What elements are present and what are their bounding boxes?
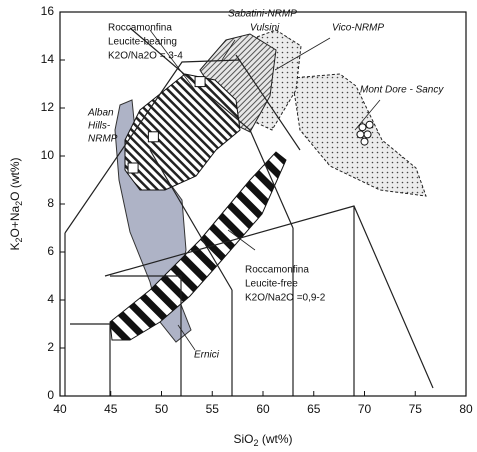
- annotation: Leucite-free: [245, 279, 298, 290]
- x-tick-label: 60: [256, 402, 270, 416]
- point: [147, 131, 159, 143]
- label-part: 2: [14, 201, 24, 206]
- leader: [221, 39, 236, 61]
- point: [360, 137, 369, 146]
- leader: [149, 29, 196, 91]
- leader: [274, 37, 331, 71]
- x-axis-label: SiO2 (wt%): [233, 432, 292, 448]
- leader: [177, 324, 196, 351]
- annotation: Roccamonfina: [245, 265, 309, 276]
- annotation: Vulsini: [250, 23, 280, 34]
- point: [356, 130, 365, 139]
- annotation: Leucite-bearing: [108, 37, 177, 48]
- y-tick-label: 2: [47, 340, 54, 354]
- label-part: O+Na: [8, 206, 22, 238]
- y-tick-label: 4: [47, 292, 54, 306]
- point: [365, 120, 374, 129]
- y-tick-label: 14: [41, 52, 55, 66]
- point: [358, 123, 367, 132]
- annotation: Hills-: [88, 121, 111, 132]
- x-tick-label: 45: [104, 402, 118, 416]
- x-tick-label: 80: [459, 402, 473, 416]
- annotation: Vico-NRMP: [332, 23, 384, 34]
- x-tick-label: 40: [53, 402, 67, 416]
- x-tick-label: 70: [358, 402, 372, 416]
- tas-lines: [64, 27, 434, 396]
- x-tick-label: 65: [307, 402, 321, 416]
- annotation: K2O/Na2O = 3-4: [108, 51, 183, 62]
- annotation: Roccamonfina: [108, 23, 172, 34]
- y-tick-label: 8: [47, 196, 54, 210]
- label-part: 2: [254, 438, 259, 448]
- annotation: Ernici: [194, 350, 220, 361]
- annotation: Sabatini-NRMP: [228, 9, 297, 20]
- x-tick-label: 50: [155, 402, 169, 416]
- annotation: Mont Dore - Sancy: [360, 85, 444, 96]
- annotation: Alban: [87, 108, 114, 119]
- x-tick-label: 75: [409, 402, 423, 416]
- y-tick-label: 16: [41, 4, 55, 18]
- y-tick-label: 6: [47, 244, 54, 258]
- label-part: 2: [14, 238, 24, 243]
- leucite-bearing-field: [124, 73, 241, 191]
- point: [363, 130, 372, 139]
- leucite-free-field: [109, 151, 287, 341]
- annotation: NRMP: [88, 134, 118, 145]
- label-part: O (wt%): [8, 157, 22, 200]
- annotation: K2O/Na2O =0,9-2: [245, 293, 326, 304]
- leaders: [149, 29, 381, 351]
- point: [194, 76, 206, 88]
- leader: [227, 229, 256, 251]
- tas-boundary: [64, 27, 434, 396]
- label-part: (wt%): [259, 432, 293, 446]
- y-tick-label: 0: [47, 388, 54, 402]
- y-tick-label: 12: [41, 100, 55, 114]
- point: [127, 162, 139, 174]
- label-part: SiO: [233, 432, 253, 446]
- y-axis-label: K2O+Na2O (wt%): [8, 157, 24, 250]
- label-part: K: [8, 243, 22, 251]
- y-tick-label: 10: [41, 148, 55, 162]
- x-tick-label: 55: [206, 402, 220, 416]
